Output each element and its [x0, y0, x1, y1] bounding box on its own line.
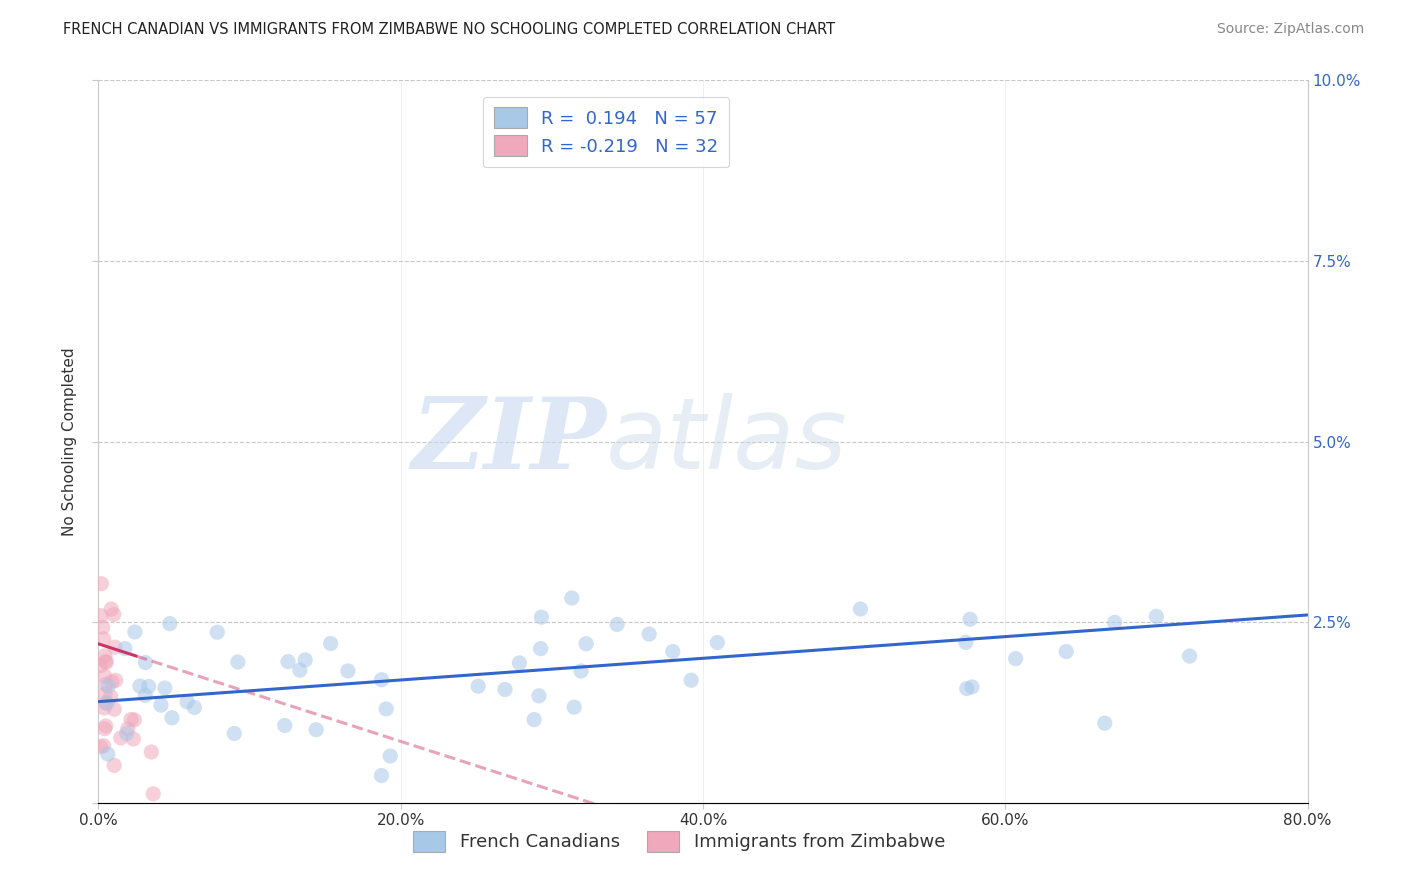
Point [530, 610, 553, 624]
Point [103, 758, 125, 772]
Point [1178, 648, 1201, 663]
Point [467, 679, 489, 693]
Point [176, 695, 198, 709]
Y-axis label: No Schooling Completed: No Schooling Completed [62, 347, 77, 536]
Point [110, 731, 132, 745]
Point [606, 617, 628, 632]
Point [849, 602, 872, 616]
Point [508, 656, 530, 670]
Point [104, 673, 127, 688]
Point [115, 726, 138, 740]
Point [94, 648, 117, 663]
Point [124, 624, 146, 639]
Point [375, 702, 398, 716]
Text: atlas: atlas [606, 393, 848, 490]
Point [638, 627, 661, 641]
Point [305, 723, 328, 737]
Point [562, 700, 585, 714]
Point [122, 731, 145, 746]
Point [370, 673, 392, 687]
Text: Source: ZipAtlas.com: Source: ZipAtlas.com [1216, 22, 1364, 37]
Point [94, 654, 117, 668]
Point [226, 655, 249, 669]
Point [494, 682, 516, 697]
Point [274, 718, 297, 732]
Point [378, 749, 401, 764]
Point [569, 664, 592, 678]
Point [94, 687, 117, 701]
Point [141, 745, 163, 759]
Point [96, 696, 118, 710]
Point [527, 689, 550, 703]
Point [128, 679, 150, 693]
Point [94, 656, 117, 670]
Point [91, 620, 114, 634]
Point [661, 644, 683, 658]
Point [1004, 651, 1026, 665]
Point [207, 625, 229, 640]
Point [89, 739, 111, 754]
Point [561, 591, 583, 605]
Point [294, 653, 316, 667]
Point [956, 681, 979, 696]
Text: ZIP: ZIP [412, 393, 606, 490]
Point [90, 576, 112, 591]
Point [97, 747, 120, 761]
Point [159, 616, 181, 631]
Point [319, 636, 342, 650]
Point [224, 726, 246, 740]
Point [134, 689, 156, 703]
Point [370, 768, 392, 782]
Point [101, 674, 124, 689]
Point [97, 679, 120, 693]
Point [160, 711, 183, 725]
Point [530, 641, 553, 656]
Point [706, 635, 728, 649]
Point [960, 680, 983, 694]
Point [153, 681, 176, 695]
Point [90, 608, 112, 623]
Point [104, 640, 127, 655]
Point [955, 635, 977, 649]
Point [149, 698, 172, 713]
Point [1094, 716, 1116, 731]
Point [288, 663, 311, 677]
Point [183, 700, 205, 714]
Point [94, 677, 117, 691]
Point [94, 696, 117, 710]
Point [142, 787, 165, 801]
Point [93, 669, 115, 683]
Point [93, 739, 115, 753]
Point [575, 637, 598, 651]
Point [134, 656, 156, 670]
Point [103, 607, 125, 622]
Point [120, 713, 142, 727]
Point [523, 713, 546, 727]
Legend: French Canadians, Immigrants from Zimbabwe: French Canadians, Immigrants from Zimbab… [405, 823, 952, 859]
Point [959, 612, 981, 626]
Point [94, 719, 117, 733]
Point [117, 722, 139, 736]
Point [89, 658, 111, 673]
Point [103, 702, 125, 716]
Point [100, 690, 122, 704]
Point [1144, 609, 1167, 624]
Point [336, 664, 359, 678]
Point [93, 632, 115, 646]
Point [100, 602, 122, 616]
Point [681, 673, 703, 688]
Point [114, 641, 136, 656]
Point [138, 680, 160, 694]
Text: FRENCH CANADIAN VS IMMIGRANTS FROM ZIMBABWE NO SCHOOLING COMPLETED CORRELATION C: FRENCH CANADIAN VS IMMIGRANTS FROM ZIMBA… [63, 22, 835, 37]
Point [277, 655, 299, 669]
Point [1104, 615, 1126, 630]
Point [1054, 644, 1077, 658]
Point [124, 713, 146, 727]
Point [93, 722, 115, 736]
Point [93, 701, 115, 715]
